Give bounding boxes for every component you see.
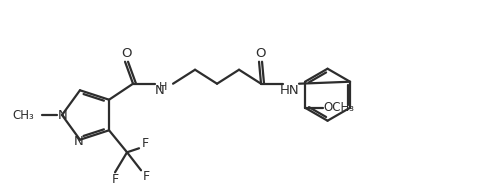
Text: F: F (112, 173, 118, 186)
Text: O: O (255, 47, 266, 60)
Text: F: F (142, 170, 150, 183)
Text: HN: HN (280, 84, 300, 97)
Text: N: N (74, 135, 84, 148)
Text: H: H (159, 82, 167, 92)
Text: N: N (155, 84, 165, 97)
Text: CH₃: CH₃ (12, 108, 34, 121)
Text: F: F (142, 137, 148, 150)
Text: O: O (121, 47, 132, 60)
Text: OCH₃: OCH₃ (324, 101, 354, 114)
Text: N: N (58, 108, 68, 121)
